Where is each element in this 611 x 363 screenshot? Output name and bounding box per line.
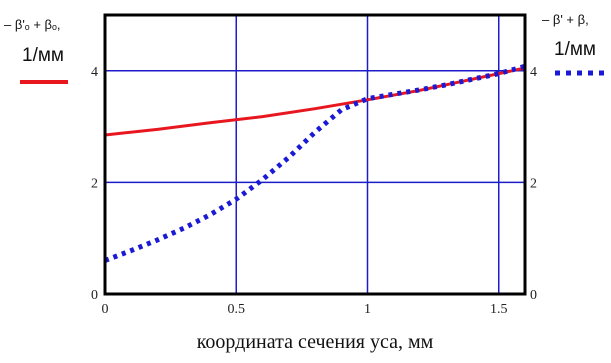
y-tick-label-left: 4 [91,65,98,80]
x-tick-label: 0 [102,302,109,317]
legend-right-label: – β' + β, [542,12,589,27]
tick-labels: 0 0.5 1 1.5 0 2 4 0 2 4 [91,65,537,317]
y-tick-label-right: 0 [530,288,537,303]
series-2-line [104,63,526,263]
series-layer [104,63,526,263]
legend-left: – β'ₒ + βₒ, 1/мм [4,17,68,84]
legend-right-unit: 1/мм [554,39,596,60]
grid-lines [105,15,525,294]
x-axis-title: координата сечения уса, мм [197,331,434,353]
y-tick-label-right: 4 [530,65,537,80]
x-tick-label: 0.5 [228,302,246,317]
legend-right: – β' + β, 1/мм [542,12,604,76]
series-1-line [104,66,526,137]
plot-frame [103,13,527,296]
legend-left-label: – β'ₒ + βₒ, [4,17,61,32]
x-tick-label: 1 [364,302,371,317]
y-tick-label-left: 0 [91,288,98,303]
y-tick-label-right: 2 [530,176,537,191]
x-tick-label: 1.5 [490,302,508,317]
y-tick-label-left: 2 [91,176,98,191]
legend-left-unit: 1/мм [22,45,64,66]
